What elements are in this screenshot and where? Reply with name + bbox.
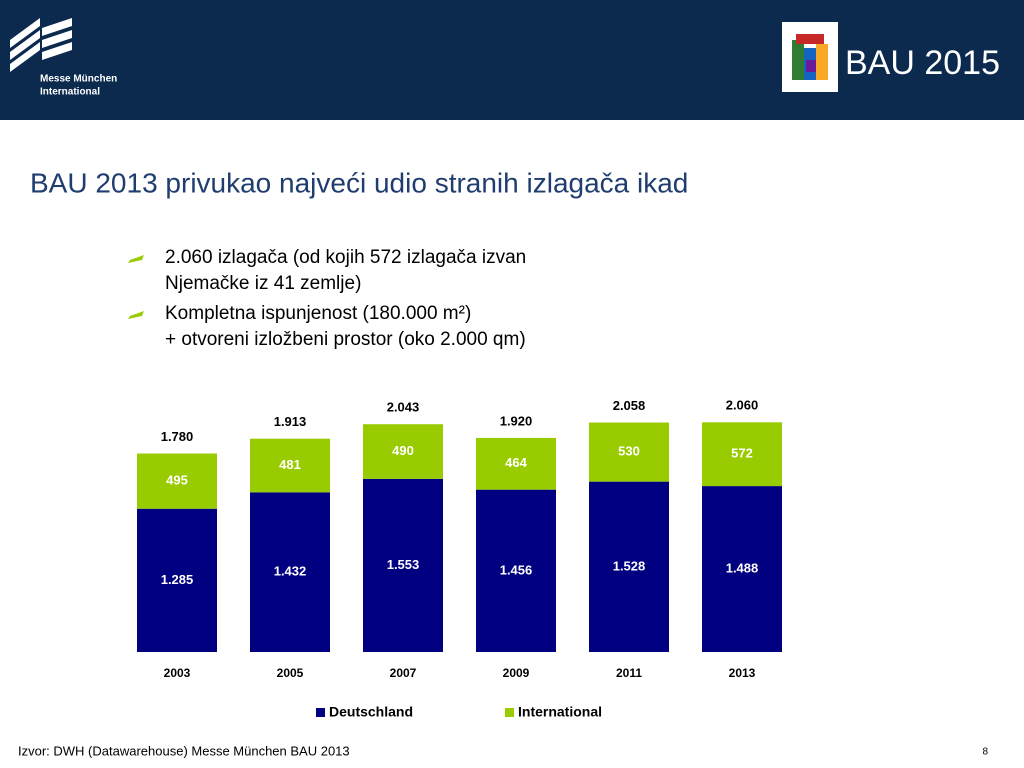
data-label: 1.528 <box>613 558 646 573</box>
bar-segment <box>589 422 669 482</box>
legend-swatch <box>505 708 514 717</box>
data-label: 490 <box>392 443 414 458</box>
bullet-text: 2.060 izlagača (od kojih 572 izlagača iz… <box>165 247 526 268</box>
bullet-list: 2.060 izlagača (od kojih 572 izlagača iz… <box>128 247 526 350</box>
data-label: 481 <box>279 457 301 472</box>
total-label: 2.058 <box>613 398 646 413</box>
bar-segment <box>250 492 330 652</box>
bullet-text: + otvoreni izložbeni prostor (oko 2.000 … <box>165 329 526 350</box>
data-label: 1.432 <box>274 564 307 579</box>
x-tick-label: 2011 <box>616 666 642 680</box>
page-number: 8 <box>982 747 988 758</box>
left-logo-text: International <box>40 87 100 98</box>
left-logo-mark <box>10 18 72 72</box>
data-label: 1.285 <box>161 572 194 587</box>
header-band <box>0 0 1024 120</box>
right-logo-cube <box>792 34 828 80</box>
bar-segment <box>137 453 217 509</box>
bar-segment <box>476 437 556 490</box>
bar-segment <box>589 481 669 652</box>
total-label: 1.913 <box>274 414 307 429</box>
bullet-text: Njemačke iz 41 zemlje) <box>165 273 361 294</box>
bullet-marker <box>128 311 144 319</box>
bar-segment <box>363 424 443 479</box>
data-label: 1.553 <box>387 557 420 572</box>
x-tick-label: 2013 <box>729 666 756 680</box>
bullet-marker <box>128 255 144 263</box>
total-label: 1.780 <box>161 429 194 444</box>
data-label: 1.488 <box>726 560 759 575</box>
left-logo-text: Messe München <box>40 74 117 85</box>
x-tick-label: 2003 <box>164 666 191 680</box>
bar-segment <box>137 508 217 652</box>
legend-label: International <box>518 704 602 720</box>
bar-segment <box>702 422 782 487</box>
data-label: 464 <box>505 455 527 470</box>
total-label: 2.043 <box>387 400 420 415</box>
data-label: 1.456 <box>500 562 533 577</box>
bar-segment <box>250 438 330 493</box>
data-label: 530 <box>618 444 640 459</box>
legend-swatch <box>316 708 325 717</box>
data-label: 495 <box>166 473 188 488</box>
slide-title: BAU 2013 privukao najveći udio stranih i… <box>30 167 688 198</box>
data-label: 572 <box>731 446 753 461</box>
footer-source: Izvor: DWH (Datawarehouse) Messe München… <box>18 743 350 758</box>
bar-segment <box>476 489 556 652</box>
x-tick-label: 2005 <box>277 666 304 680</box>
total-label: 1.920 <box>500 413 533 428</box>
total-label: 2.060 <box>726 398 759 413</box>
bar-segment <box>702 486 782 652</box>
x-tick-label: 2007 <box>390 666 417 680</box>
legend-label: Deutschland <box>329 704 413 720</box>
bullet-text: Kompletna ispunjenost (180.000 m²) <box>165 303 471 324</box>
right-logo-text: BAU 2015 <box>845 44 1000 82</box>
x-tick-label: 2009 <box>503 666 530 680</box>
bar-segment <box>363 478 443 652</box>
chart: 1.285 495 1.780 2003 1.432 481 1.913 2005 1.553 4… <box>137 398 782 720</box>
